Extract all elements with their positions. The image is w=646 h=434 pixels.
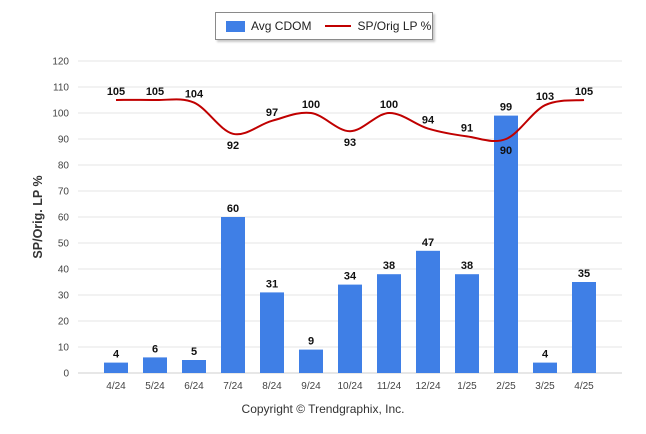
legend: Avg CDOM SP/Orig LP % [215, 12, 433, 40]
x-tick-label: 10/24 [337, 381, 362, 392]
line-data-label: 100 [380, 99, 398, 111]
bar [377, 274, 401, 373]
line-data-label: 100 [302, 99, 320, 111]
x-tick-label: 1/25 [457, 381, 477, 392]
bar-data-label: 38 [383, 260, 395, 272]
x-axis-ticks: 4/24 5/24 6/24 7/24 8/24 9/24 10/24 11/24 12/24 1… [106, 381, 594, 392]
y-tick-label: 40 [58, 265, 70, 276]
bar [533, 362, 557, 373]
line-data-label: 104 [185, 89, 204, 101]
legend-swatch-line [325, 25, 352, 27]
line-data-label: 105 [146, 86, 164, 98]
x-tick-label: 5/24 [145, 381, 165, 392]
bar [416, 250, 440, 373]
bar [338, 284, 362, 373]
bar [572, 282, 596, 373]
line-data-label: 90 [500, 145, 512, 157]
y-tick-label: 60 [58, 213, 70, 224]
x-tick-label: 2/25 [496, 381, 516, 392]
y-tick-label: 100 [52, 109, 69, 120]
line-data-label: 103 [536, 91, 554, 103]
y-axis-label: SP/Orig. LP % [31, 175, 45, 259]
y-tick-label: 30 [58, 291, 70, 302]
bar [455, 274, 479, 373]
line-data-label: 105 [575, 86, 593, 98]
line-path [115, 98, 585, 143]
y-tick-label: 10 [58, 343, 70, 354]
legend-swatch-bar [226, 20, 245, 32]
bar [182, 360, 206, 373]
bar-data-label: 60 [227, 203, 239, 215]
x-tick-label: 9/24 [301, 381, 321, 392]
y-axis-ticks: 0 10 20 30 40 50 60 70 80 90 100 110 120 [52, 57, 69, 380]
legend-item-line: SP/Orig LP % [325, 19, 431, 33]
bar-data-label: 5 [191, 346, 197, 358]
legend-label-bar: Avg CDOM [251, 19, 312, 33]
line-data-label: 91 [461, 122, 473, 134]
bar-data-label: 31 [266, 278, 278, 290]
bar-data-label: 4 [542, 349, 549, 361]
bar-data-label: 47 [422, 237, 434, 249]
bar-data-label: 4 [113, 349, 120, 361]
legend-label-line: SP/Orig LP % [357, 19, 432, 33]
y-tick-label: 50 [58, 239, 70, 250]
y-tick-label: 110 [53, 83, 69, 94]
y-tick-label: 90 [58, 135, 70, 146]
line-data-label: 97 [266, 107, 278, 119]
x-tick-label: 7/24 [223, 381, 243, 392]
y-tick-label: 70 [58, 187, 70, 198]
bar [143, 357, 167, 373]
x-tick-label: 6/24 [184, 381, 204, 392]
bar-data-label: 6 [152, 343, 158, 355]
bar [104, 362, 128, 373]
line-data-label: 92 [227, 140, 239, 152]
bar-data-label: 38 [461, 260, 473, 272]
line-data-labels: 105 105 104 92 97 100 93 100 94 91 90 103 105 [107, 86, 593, 157]
legend-item-bar: Avg CDOM [226, 19, 311, 33]
bar-series [104, 115, 596, 373]
bar-data-label: 34 [344, 271, 357, 283]
x-tick-label: 11/24 [377, 381, 402, 392]
bar-data-label: 9 [308, 336, 314, 348]
y-tick-label: 80 [58, 161, 70, 172]
x-tick-label: 4/25 [574, 381, 594, 392]
y-tick-label: 120 [52, 57, 69, 68]
bar [260, 292, 284, 373]
bar-data-label: 35 [578, 268, 590, 280]
y-tick-label: 20 [58, 317, 70, 328]
y-tick-label: 0 [63, 369, 69, 380]
x-tick-label: 12/24 [415, 381, 440, 392]
line-data-label: 105 [107, 86, 125, 98]
x-tick-label: 4/24 [106, 381, 126, 392]
bar-data-label: 99 [500, 102, 512, 114]
x-tick-label: 3/25 [535, 381, 555, 392]
bar [494, 115, 518, 373]
line-data-label: 93 [344, 137, 356, 149]
line-data-label: 94 [422, 115, 435, 127]
bar [221, 217, 245, 373]
x-tick-label: 8/24 [262, 381, 282, 392]
copyright: Copyright © Trendgraphix, Inc. [241, 402, 405, 416]
line-series [115, 98, 585, 143]
bar [299, 349, 323, 373]
